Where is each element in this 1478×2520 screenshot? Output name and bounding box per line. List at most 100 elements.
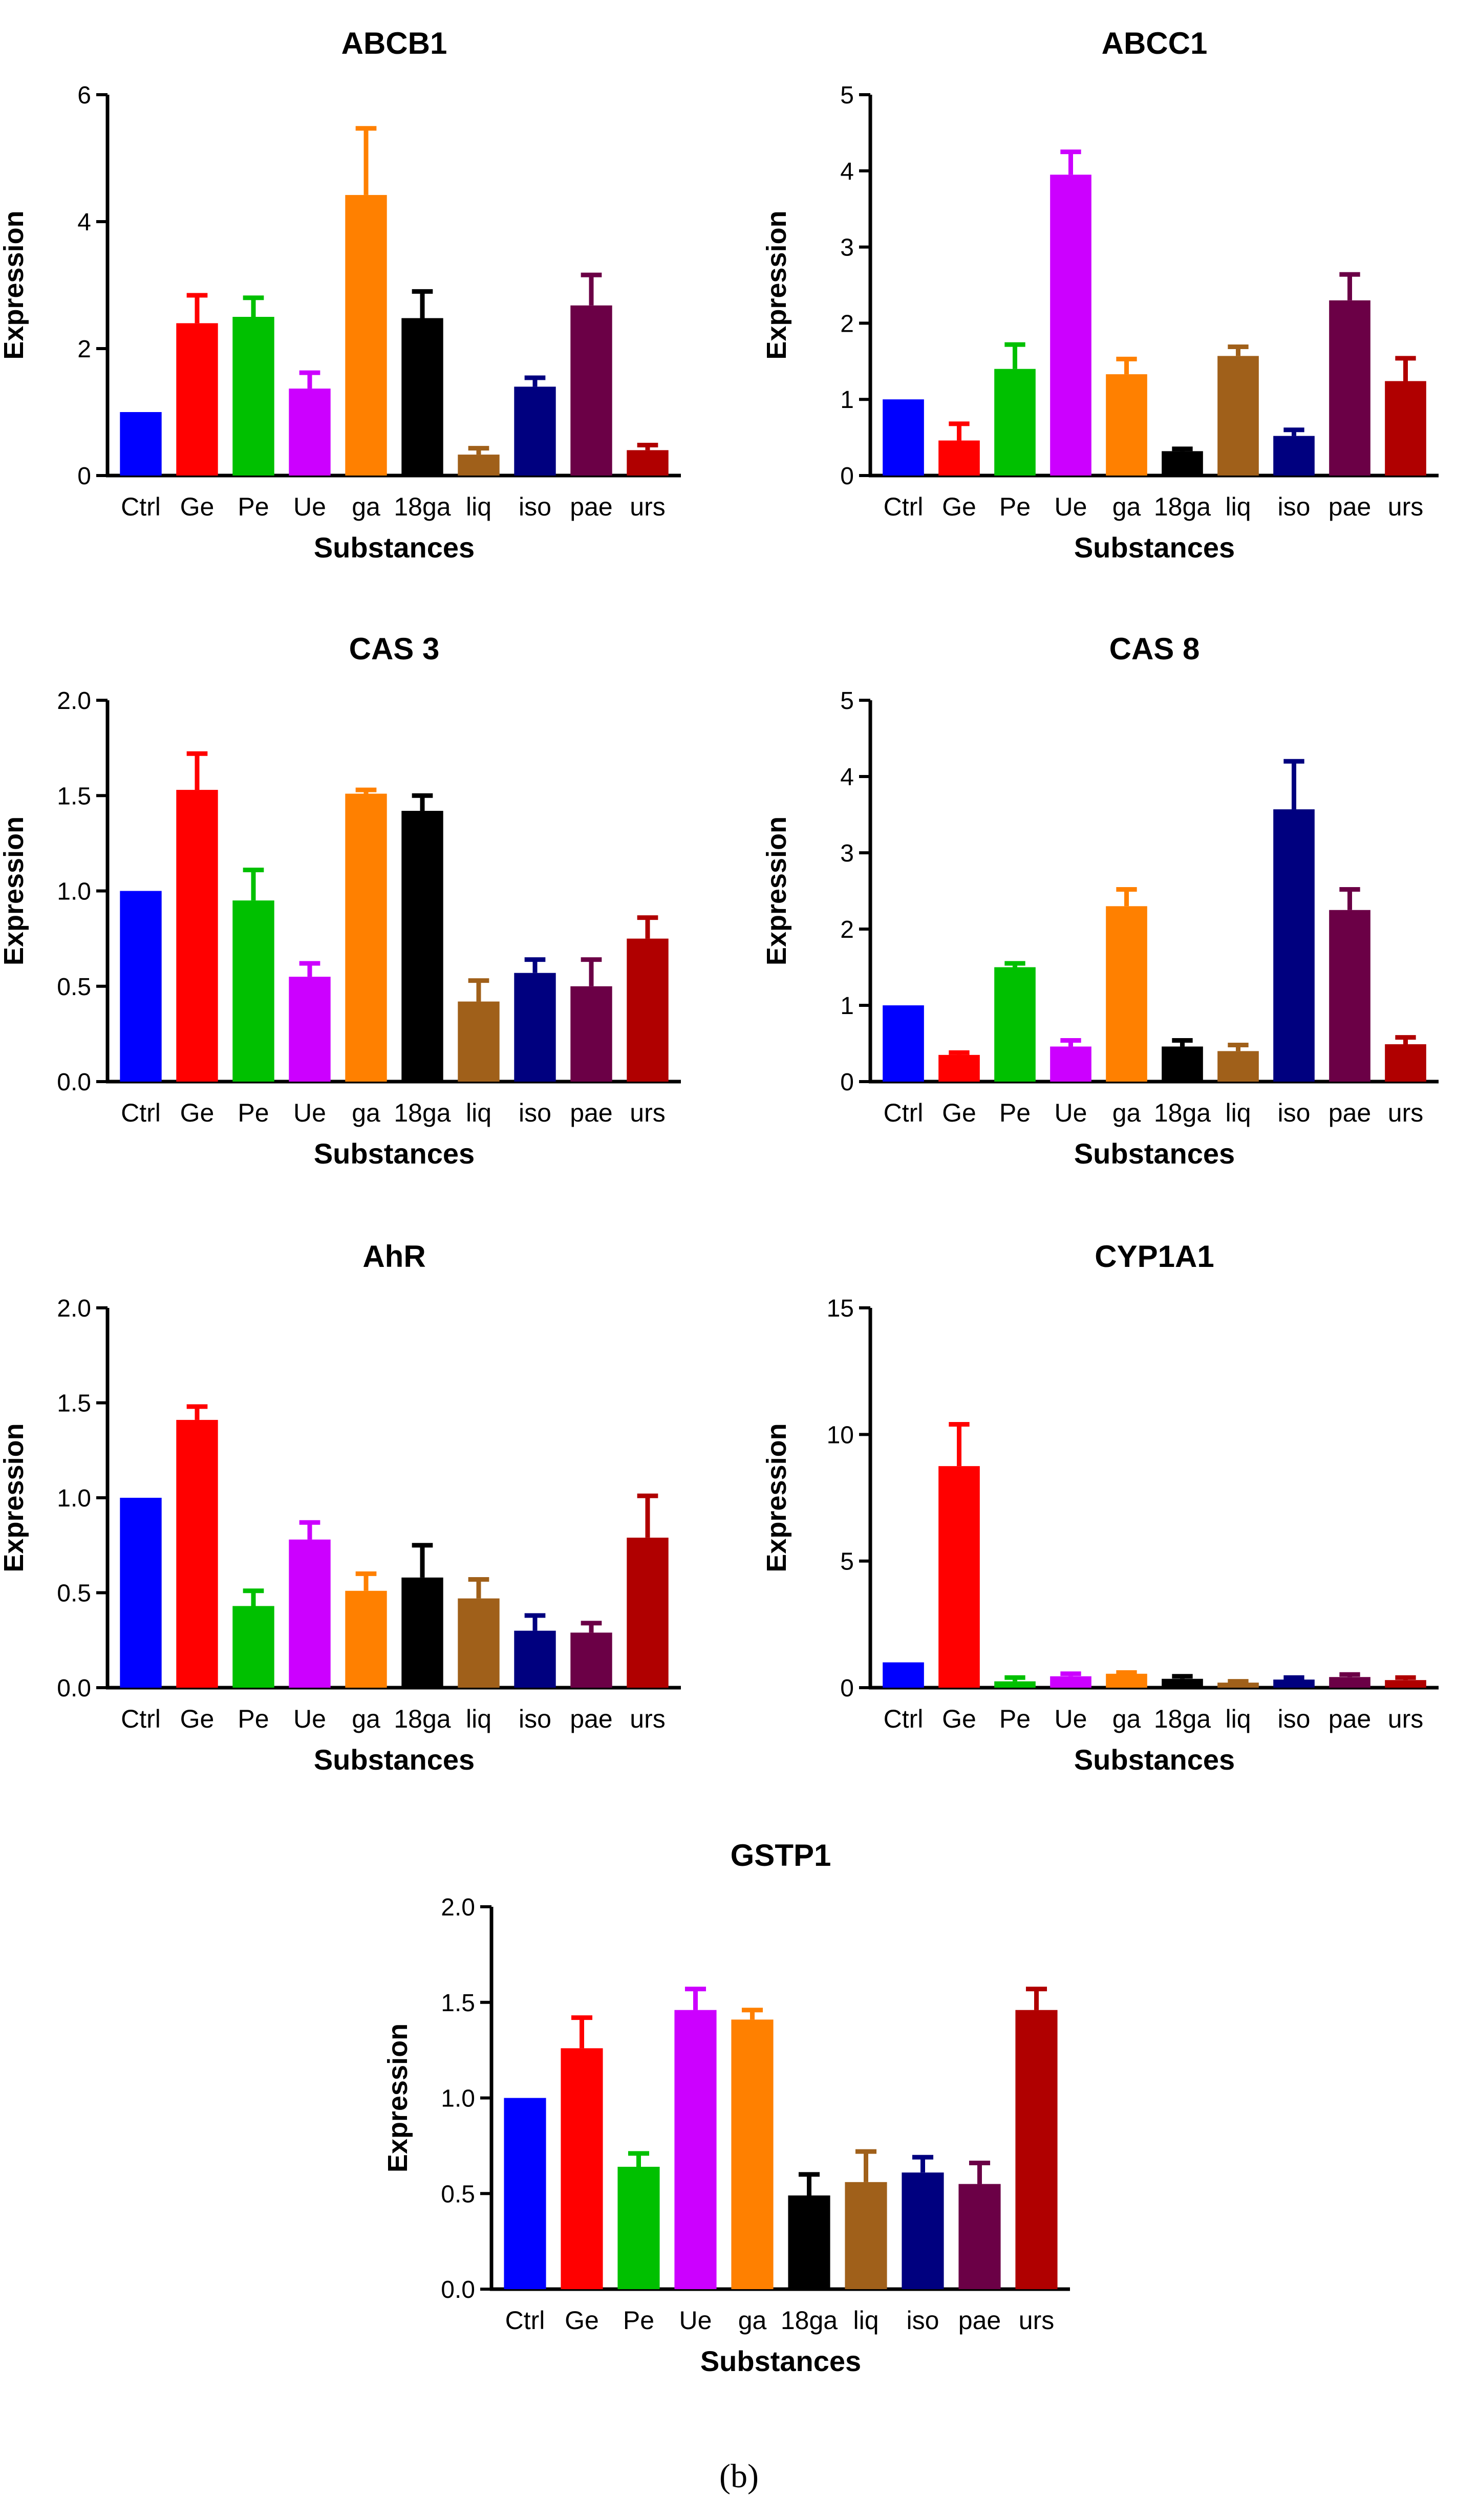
x-tick-label: Ge <box>180 1705 215 1733</box>
bar-18ga <box>401 1577 443 1688</box>
x-tick-label: Pe <box>999 492 1031 521</box>
bar-pae <box>570 1632 612 1688</box>
bar-pae <box>570 986 612 1082</box>
y-tick-label: 1 <box>840 993 854 1020</box>
y-axis-label: Expression <box>0 1423 29 1572</box>
x-tick-label: iso <box>519 1099 551 1127</box>
chart-cyp1a1: CYP1A1 0 5 10 15 Expression Ctrl Ge Pe Ue ga 18ga li… <box>761 1239 1439 1776</box>
bar-Ge <box>938 1054 980 1082</box>
chart-title: ABCB1 <box>341 26 447 60</box>
bar-Pe <box>232 317 274 476</box>
x-tick-label: urs <box>1388 1705 1423 1733</box>
y-tick-label: 0.0 <box>57 1675 91 1702</box>
y-tick-label: 5 <box>840 1548 854 1576</box>
x-tick-label: ga <box>1112 1705 1141 1733</box>
x-tick-label: Pe <box>999 1705 1031 1733</box>
y-tick-label: 15 <box>827 1295 854 1322</box>
x-axis-label: Substances <box>314 1743 475 1776</box>
y-tick-label: 2 <box>77 336 91 363</box>
bar-18ga <box>788 2195 830 2289</box>
bar-Ctrl <box>504 2098 546 2289</box>
bar-Pe <box>617 2166 660 2289</box>
bar-urs <box>627 450 669 476</box>
x-tick-label: iso <box>907 2306 939 2335</box>
x-tick-label: 18ga <box>781 2306 838 2335</box>
x-tick-label: iso <box>1278 1705 1311 1733</box>
bar-iso <box>1273 436 1315 476</box>
y-tick-label: 2.0 <box>57 1295 91 1322</box>
x-tick-label: ga <box>352 1099 380 1127</box>
y-tick-label: 5 <box>840 82 854 109</box>
x-tick-label: Ue <box>293 1099 326 1127</box>
y-tick-label: 1.5 <box>441 1990 475 2017</box>
bar-ga <box>1106 374 1147 476</box>
y-tick-label: 0.5 <box>57 974 91 1001</box>
y-tick-label: 0 <box>840 463 854 490</box>
bar-Ue <box>289 1539 331 1688</box>
x-tick-label: 18ga <box>394 1705 451 1733</box>
x-tick-label: iso <box>1278 492 1311 521</box>
x-tick-label: Ctrl <box>884 492 924 521</box>
x-tick-label: Ue <box>293 492 326 521</box>
chart-title: GSTP1 <box>731 1838 831 1872</box>
bar-18ga <box>401 318 443 476</box>
bar-liq <box>458 1598 500 1688</box>
bar-pae <box>1329 300 1370 476</box>
x-tick-label: Ge <box>565 2306 599 2335</box>
bar-Pe <box>232 900 274 1082</box>
y-tick-label: 2 <box>840 310 854 337</box>
x-tick-label: liq <box>466 1705 491 1733</box>
y-tick-label: 0 <box>77 463 91 490</box>
y-tick-label: 3 <box>840 234 854 262</box>
bar-Pe <box>994 967 1036 1082</box>
x-tick-label: ga <box>738 2306 767 2335</box>
x-tick-label: ga <box>352 492 380 521</box>
bar-18ga <box>1162 1046 1203 1082</box>
chart-ahr: AhR 0.0 0.5 1.0 1.5 2.0 Expression Ctrl Ge Pe Ue ga… <box>0 1239 681 1776</box>
x-tick-label: urs <box>1388 492 1423 521</box>
bar-Ctrl <box>120 891 162 1082</box>
bar-iso <box>902 2172 944 2289</box>
x-tick-label: urs <box>630 492 665 521</box>
y-axis-label: Expression <box>0 816 29 965</box>
y-tick-label: 2.0 <box>57 687 91 715</box>
bar-ga <box>1106 906 1147 1082</box>
y-tick-label: 0 <box>840 1069 854 1096</box>
bar-ga <box>1106 1673 1147 1688</box>
x-tick-label: 18ga <box>1154 492 1211 521</box>
x-tick-label: Ge <box>942 492 976 521</box>
x-tick-label: Ue <box>293 1705 326 1733</box>
bar-liq <box>458 455 500 476</box>
x-tick-label: urs <box>1019 2306 1054 2335</box>
x-tick-label: iso <box>1278 1099 1311 1127</box>
chart-title: CAS 8 <box>1109 632 1200 666</box>
bar-Pe <box>232 1606 274 1688</box>
bar-Ue <box>289 977 331 1082</box>
x-tick-label: pae <box>570 492 612 521</box>
x-tick-label: 18ga <box>394 492 451 521</box>
x-tick-label: Ue <box>1055 1705 1087 1733</box>
x-tick-label: urs <box>630 1099 665 1127</box>
bar-urs <box>627 1537 669 1688</box>
y-axis-label: Expression <box>382 2023 413 2172</box>
x-tick-label: pae <box>1329 1705 1371 1733</box>
chart-title: CYP1A1 <box>1095 1239 1214 1274</box>
bar-iso <box>514 386 556 476</box>
x-tick-label: iso <box>519 492 551 521</box>
bar-pae <box>1329 1677 1370 1688</box>
x-axis-label: Substances <box>1074 1137 1235 1170</box>
x-tick-label: ga <box>352 1705 380 1733</box>
x-tick-label: liq <box>853 2306 879 2335</box>
x-tick-label: Ctrl <box>884 1099 924 1127</box>
x-tick-label: 18ga <box>1154 1099 1211 1127</box>
x-tick-label: liq <box>466 492 491 521</box>
chart-title: AhR <box>362 1239 425 1274</box>
y-tick-label: 1.0 <box>441 2085 475 2113</box>
bar-pae <box>570 305 612 476</box>
bar-Ge <box>938 1466 980 1688</box>
y-tick-label: 0.0 <box>57 1069 91 1096</box>
x-tick-label: Ctrl <box>121 492 161 521</box>
y-tick-label: 4 <box>840 158 854 185</box>
chart-cas-3: CAS 3 0.0 0.5 1.0 1.5 2.0 Expression Ctrl Ge Pe Ue… <box>0 632 681 1170</box>
y-tick-label: 1.5 <box>57 1390 91 1417</box>
